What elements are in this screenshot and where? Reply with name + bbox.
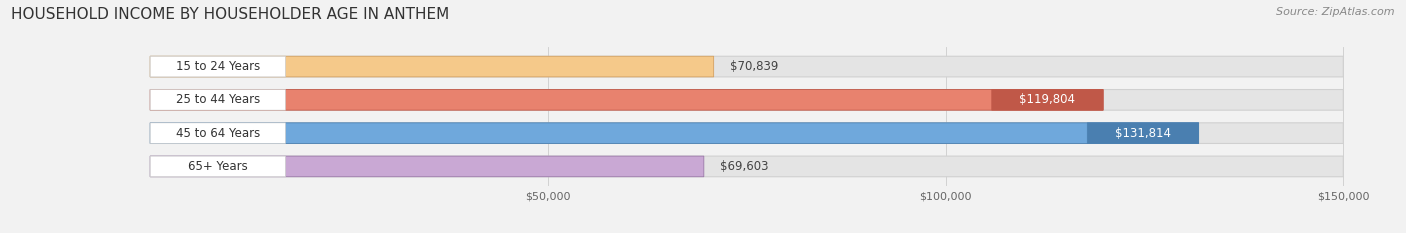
Text: 65+ Years: 65+ Years: [188, 160, 247, 173]
Text: 25 to 44 Years: 25 to 44 Years: [176, 93, 260, 106]
Text: $131,814: $131,814: [1115, 127, 1171, 140]
FancyBboxPatch shape: [1087, 123, 1199, 144]
FancyBboxPatch shape: [991, 89, 1104, 110]
FancyBboxPatch shape: [150, 156, 285, 177]
Text: 45 to 64 Years: 45 to 64 Years: [176, 127, 260, 140]
FancyBboxPatch shape: [150, 156, 704, 177]
FancyBboxPatch shape: [150, 123, 1343, 144]
FancyBboxPatch shape: [150, 123, 285, 144]
Text: $70,839: $70,839: [730, 60, 778, 73]
FancyBboxPatch shape: [150, 89, 285, 110]
Text: 15 to 24 Years: 15 to 24 Years: [176, 60, 260, 73]
FancyBboxPatch shape: [150, 56, 285, 77]
FancyBboxPatch shape: [150, 156, 1343, 177]
Text: HOUSEHOLD INCOME BY HOUSEHOLDER AGE IN ANTHEM: HOUSEHOLD INCOME BY HOUSEHOLDER AGE IN A…: [11, 7, 450, 22]
FancyBboxPatch shape: [150, 56, 1343, 77]
FancyBboxPatch shape: [150, 56, 714, 77]
Text: $69,603: $69,603: [720, 160, 768, 173]
FancyBboxPatch shape: [150, 89, 1343, 110]
Text: Source: ZipAtlas.com: Source: ZipAtlas.com: [1277, 7, 1395, 17]
FancyBboxPatch shape: [150, 89, 1104, 110]
FancyBboxPatch shape: [150, 123, 1199, 144]
Text: $119,804: $119,804: [1019, 93, 1076, 106]
